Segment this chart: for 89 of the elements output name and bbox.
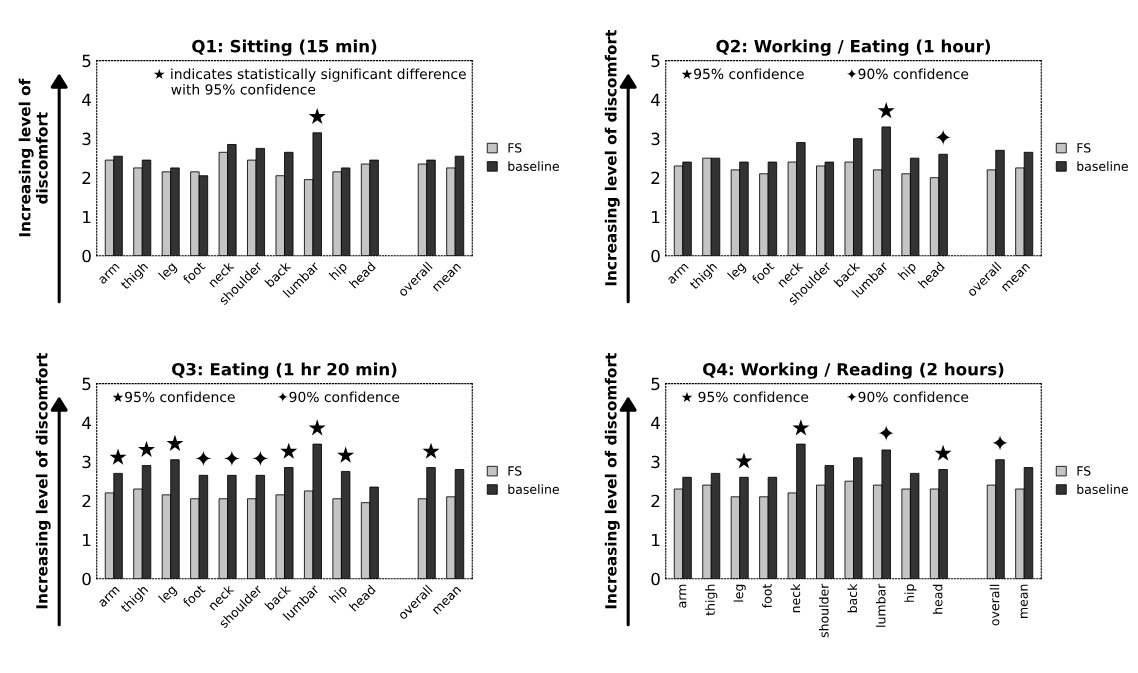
chart-title: Q1: Sitting (15 min) xyxy=(192,39,377,56)
y-tick-label: 1 xyxy=(652,533,660,547)
annotation: ✦90% confidence xyxy=(277,391,400,403)
y-tick-label: 1 xyxy=(652,210,660,224)
x-tick-label: neck xyxy=(790,583,801,613)
annotation: ★ xyxy=(422,442,440,459)
legend-label: baseline xyxy=(508,161,559,171)
x-tick-label: hip xyxy=(904,584,917,602)
x-tick-label: arm xyxy=(98,586,120,608)
x-tick-label: shoulder xyxy=(819,583,829,638)
x-tick-label: foot xyxy=(750,260,775,285)
y-tick-label: 1 xyxy=(83,533,91,547)
chart-title: Q2: Working / Eating (1 hour) xyxy=(716,39,991,56)
annotation: ★ xyxy=(792,419,810,436)
annotation: ★ xyxy=(337,446,355,463)
y-tick-label: 0 xyxy=(651,249,660,263)
annotation: ★ xyxy=(109,448,127,465)
annotation: ★ xyxy=(166,434,184,452)
annotation: ✦ xyxy=(251,450,269,467)
y-tick-label: 0 xyxy=(82,572,91,586)
y-tick-label: 2 xyxy=(651,171,660,184)
annotation: ✦ xyxy=(195,450,212,467)
x-tick-label: leg xyxy=(158,584,179,605)
x-tick-label: leg xyxy=(158,261,179,282)
annotation: ✦ xyxy=(991,434,1009,452)
x-tick-label: arm xyxy=(667,263,689,285)
y-tick-label: 4 xyxy=(82,93,91,106)
chart-title: Q4: Working / Reading (2 hours) xyxy=(703,362,1004,379)
y-tick-label: 5 xyxy=(82,377,91,391)
annotation: ★ xyxy=(735,452,753,469)
y-tick-label: 3 xyxy=(651,132,660,146)
annotation: ★ xyxy=(877,102,895,119)
legend-label: FS xyxy=(508,143,522,153)
y-tick-label: 5 xyxy=(651,377,660,391)
legend-label: baseline xyxy=(1077,484,1128,494)
x-tick-label: leg xyxy=(733,584,746,602)
x-tick-label: mean xyxy=(1020,584,1028,618)
annotation: ★ xyxy=(934,444,952,461)
y-tick-label: 2 xyxy=(651,494,660,508)
y-tick-label: 4 xyxy=(651,416,660,429)
legend-label: FS xyxy=(508,466,522,476)
annotation: ★ xyxy=(280,442,298,459)
y-axis-title: Increasing level of discomfort xyxy=(604,30,620,286)
y-axis-title: Increasing level of discomfort xyxy=(35,353,51,609)
x-tick-label: back xyxy=(847,583,858,613)
annotation: ✦90% confidence xyxy=(846,68,969,80)
legend-label: FS xyxy=(1077,466,1091,476)
x-tick-label: hip xyxy=(897,261,919,283)
y-tick-label: 3 xyxy=(82,455,91,469)
x-tick-label: foot xyxy=(762,583,772,608)
x-tick-label: hip xyxy=(328,584,350,606)
y-tick-label: 2 xyxy=(82,171,91,184)
legend-label: baseline xyxy=(1077,161,1128,171)
y-axis-title: Increasing level of discomfort xyxy=(18,78,48,237)
x-tick-label: hip xyxy=(328,261,350,283)
x-tick-label: lumbar xyxy=(875,583,886,627)
annotation: ✦ xyxy=(877,424,895,442)
y-tick-label: 4 xyxy=(651,93,660,106)
y-tick-label: 0 xyxy=(82,249,91,263)
chart-title: Q3: Eating (1 hr 20 min) xyxy=(172,362,397,379)
y-axis-title: Increasing level of discomfort xyxy=(604,353,620,609)
y-tick-label: 0 xyxy=(651,572,660,586)
annotation: ★ 95% confidence xyxy=(681,391,809,403)
legend-label: baseline xyxy=(508,484,559,494)
annotation: ★95% confidence xyxy=(112,391,235,403)
x-tick-label: thigh xyxy=(705,584,718,616)
y-tick-label: 2 xyxy=(82,494,91,508)
x-tick-label: foot xyxy=(181,260,206,285)
annotation: ✦ xyxy=(934,128,952,146)
y-tick-label: 3 xyxy=(82,132,91,146)
annotation: ✦90% confidence xyxy=(846,391,969,403)
x-tick-label: arm xyxy=(98,263,120,285)
x-tick-label: foot xyxy=(181,583,206,608)
y-tick-label: 5 xyxy=(651,54,660,68)
x-tick-label: arm xyxy=(679,584,687,608)
legend-label: FS xyxy=(1077,143,1091,153)
x-tick-label: head xyxy=(932,584,943,614)
y-tick-label: 1 xyxy=(83,210,91,224)
y-tick-label: 5 xyxy=(82,54,91,68)
y-tick-label: 3 xyxy=(651,455,660,469)
annotation: ★ xyxy=(308,107,326,125)
annotation: ✦ xyxy=(223,450,241,467)
x-tick-label: overall xyxy=(989,584,1000,626)
annotation: ★ indicates statistically significant difference with 95% confidence xyxy=(153,68,466,95)
y-tick-label: 4 xyxy=(82,416,91,429)
annotation: ★ xyxy=(308,419,326,436)
annotation: ★ xyxy=(138,440,156,457)
annotation: ★95% confidence xyxy=(681,68,804,80)
x-tick-label: leg xyxy=(727,261,748,282)
